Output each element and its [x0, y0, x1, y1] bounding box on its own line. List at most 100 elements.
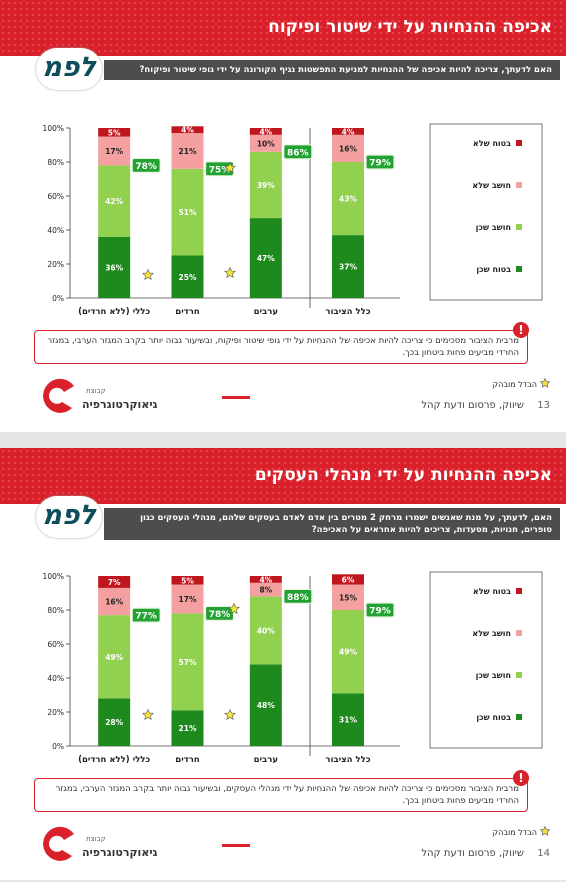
legend-swatch [516, 630, 522, 636]
value-label: 49% [105, 653, 123, 662]
bar-segment [98, 587, 131, 616]
value-label: 16% [339, 144, 357, 153]
x-tick-label: חרדים [175, 307, 200, 317]
bar-segment [249, 218, 282, 298]
star [228, 602, 240, 615]
legend-label: בטוח שלא [473, 139, 511, 148]
legend-swatch [516, 140, 522, 146]
legend-swatch [516, 266, 522, 272]
y-tick-label: 80% [47, 606, 64, 615]
star [142, 268, 154, 281]
value-label: 16% [105, 598, 123, 607]
total-box [204, 605, 235, 622]
bar-segment [249, 151, 282, 219]
bar-segment [98, 615, 131, 699]
bar-segment [171, 255, 204, 298]
footer: שיווק, פרסום ודעת קהל [421, 848, 524, 859]
value-label: 36% [105, 263, 123, 272]
value-label: 31% [339, 716, 357, 725]
bar-segment [98, 128, 131, 137]
y-tick-label: 80% [47, 158, 64, 167]
total-label: 78% [209, 610, 231, 620]
value-label: 40% [257, 626, 275, 635]
group-label: קבוצת [86, 835, 106, 843]
value-label: 17% [105, 147, 123, 156]
total-label: 79% [369, 159, 391, 169]
legend-label: בטוח שלא [473, 587, 511, 596]
star-icon [539, 377, 551, 388]
bar-segment [332, 584, 364, 610]
alert-icon: ! [513, 770, 529, 786]
swoosh [43, 378, 74, 413]
significance-note: הבדל מובהק [492, 377, 551, 389]
bar-segment [249, 134, 282, 152]
y-tick-label: 20% [47, 260, 64, 269]
legend-box [429, 123, 543, 301]
value-label: 57% [179, 658, 197, 667]
y-tick-label: 20% [47, 708, 64, 717]
bar-segment [98, 698, 131, 746]
brand-icon [43, 378, 74, 413]
total-box [131, 607, 161, 623]
legend-swatch [516, 588, 522, 594]
legend-label: חושב שכן [476, 223, 511, 232]
legend-label: חושב שכן [476, 671, 511, 680]
value-label: 25% [179, 273, 197, 282]
significance-text: הבדל מובהק [492, 380, 537, 389]
bar-segment [249, 128, 282, 135]
legend-label: בטוח שכן [476, 265, 511, 274]
y-tick-label: 0% [52, 742, 64, 751]
total-box [283, 144, 313, 160]
note: מרבית הציבור מסכימים כי צריכה להיות אכיפ… [34, 778, 528, 812]
total-box [131, 157, 161, 174]
x-tick-label: כלל הציבור [325, 307, 370, 317]
y-tick-label: 100% [43, 124, 64, 133]
bar-segment [332, 574, 364, 585]
value-label: 5% [108, 128, 121, 137]
value-label: 39% [257, 181, 275, 190]
value-label: 37% [339, 263, 357, 272]
total-label: 78% [135, 162, 157, 172]
legend-label: חושב שלא [472, 629, 511, 638]
bar-segment [332, 128, 364, 135]
total-box [365, 154, 395, 170]
significance-text: הבדל מובהק [492, 828, 537, 837]
value-label: 21% [179, 147, 197, 156]
total-box [204, 161, 235, 177]
legend-swatch [516, 182, 522, 188]
value-label: 43% [339, 195, 357, 204]
value-label: 8% [259, 586, 272, 595]
value-label: 42% [105, 197, 123, 206]
x-tick-label: כלל הציבור [325, 755, 370, 765]
value-label: 4% [259, 575, 272, 584]
bar-segment [98, 576, 131, 588]
bar-segment [249, 664, 282, 746]
total-label: 79% [369, 607, 391, 617]
value-label: 48% [257, 701, 275, 710]
y-tick-label: 60% [47, 192, 64, 201]
bar-segment [98, 136, 131, 166]
y-tick-label: 0% [52, 294, 64, 303]
bar-segment [171, 584, 204, 614]
bar-segment [171, 126, 204, 134]
star [224, 708, 236, 721]
bar-segment [249, 596, 282, 665]
value-label: 4% [342, 127, 355, 136]
bar-segment [171, 168, 204, 256]
bar-segment [332, 162, 364, 236]
bar-segment [171, 710, 204, 746]
legend-swatch [516, 224, 522, 230]
bar-segment [171, 576, 204, 585]
chart: 0% 20% 40% 60% 80% 100% כללי (ללא חרדים) 28% 49%… [43, 571, 543, 765]
footer: שיווק, פרסום ודעת קהל [421, 400, 524, 411]
value-label: 17% [179, 595, 197, 604]
bar-segment [249, 576, 282, 583]
chart: 0% 20% 40% 60% 80% 100% כללי (ללא חרדים) 36% 42%… [43, 123, 543, 317]
legend-swatch [516, 714, 522, 720]
logo: לפמ [36, 496, 102, 538]
y-tick-label: 100% [43, 572, 64, 581]
page-number: 14 [537, 848, 550, 859]
question: האם, לדעתך, על מנת שאנשים ישמרו מרחק 2 מ… [104, 508, 560, 540]
value-label: 15% [339, 593, 357, 602]
value-label: 51% [179, 208, 197, 217]
